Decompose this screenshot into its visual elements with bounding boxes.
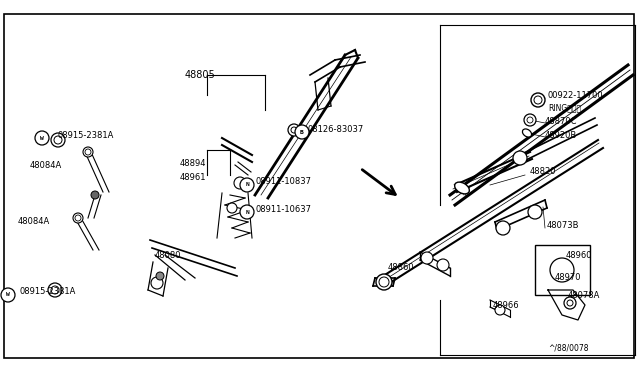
Circle shape (227, 203, 237, 213)
Circle shape (437, 259, 449, 271)
Text: 48860: 48860 (388, 263, 415, 272)
Circle shape (91, 191, 99, 199)
Text: 08911-10837: 08911-10837 (255, 177, 311, 186)
Text: N: N (245, 209, 249, 215)
Circle shape (550, 258, 574, 282)
Circle shape (48, 283, 62, 297)
Circle shape (295, 125, 309, 139)
Text: B: B (300, 129, 304, 135)
Ellipse shape (522, 129, 532, 137)
Text: RINGリング: RINGリング (548, 103, 581, 112)
Text: ^/88/0078: ^/88/0078 (548, 343, 589, 353)
Circle shape (513, 151, 527, 165)
Circle shape (156, 272, 164, 280)
Text: 48961: 48961 (180, 173, 207, 182)
Text: 48078A: 48078A (568, 291, 600, 299)
Text: N: N (245, 183, 249, 187)
Text: 00922-11700: 00922-11700 (548, 90, 604, 99)
Circle shape (75, 215, 81, 221)
Text: 48084A: 48084A (30, 160, 62, 170)
Circle shape (151, 277, 163, 289)
Circle shape (496, 221, 510, 235)
Text: W: W (6, 292, 10, 298)
Ellipse shape (454, 182, 469, 194)
Text: 48920B: 48920B (545, 131, 577, 141)
Circle shape (288, 124, 300, 136)
Circle shape (564, 297, 576, 309)
Circle shape (379, 277, 389, 287)
Text: 08126-83037: 08126-83037 (307, 125, 364, 134)
Circle shape (240, 178, 254, 192)
Text: 08915-2381A: 08915-2381A (58, 131, 115, 140)
Text: W: W (40, 135, 44, 141)
Circle shape (528, 205, 542, 219)
Circle shape (85, 149, 91, 155)
Text: 08915-2381A: 08915-2381A (20, 288, 76, 296)
Circle shape (524, 114, 536, 126)
Text: 48084A: 48084A (18, 218, 51, 227)
Circle shape (54, 136, 62, 144)
Text: 48970: 48970 (555, 273, 582, 282)
Circle shape (73, 213, 83, 223)
Circle shape (35, 131, 49, 145)
Circle shape (495, 305, 505, 315)
Bar (535, 245, 590, 295)
Circle shape (234, 177, 246, 189)
Circle shape (531, 93, 545, 107)
Circle shape (1, 288, 15, 302)
Circle shape (376, 274, 392, 290)
Text: 48960: 48960 (566, 250, 593, 260)
Circle shape (527, 117, 533, 123)
Circle shape (240, 205, 254, 219)
Text: 48080: 48080 (155, 251, 182, 260)
Circle shape (83, 147, 93, 157)
Circle shape (51, 286, 59, 294)
Text: 48073B: 48073B (547, 221, 579, 230)
Circle shape (421, 252, 433, 264)
Text: 48870C: 48870C (545, 118, 577, 126)
Circle shape (51, 133, 65, 147)
Circle shape (534, 96, 542, 104)
Circle shape (567, 300, 573, 306)
Text: 48966: 48966 (493, 301, 520, 310)
Text: 08911-10637: 08911-10637 (255, 205, 311, 214)
Text: 48805: 48805 (185, 70, 216, 80)
Text: 48820: 48820 (530, 167, 557, 176)
Text: 48894: 48894 (180, 158, 207, 167)
Circle shape (291, 127, 297, 133)
